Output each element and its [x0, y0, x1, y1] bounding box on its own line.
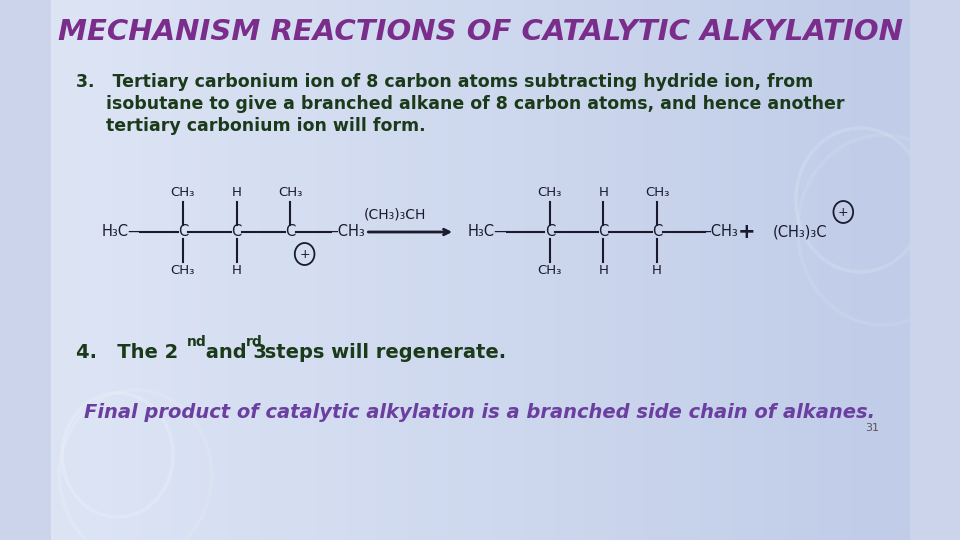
Text: H: H [598, 186, 609, 199]
Text: steps will regenerate.: steps will regenerate. [258, 342, 506, 361]
Text: rd: rd [246, 335, 262, 349]
Text: nd: nd [186, 335, 206, 349]
Text: (CH₃)₃C: (CH₃)₃C [773, 225, 828, 240]
Text: H₃C—: H₃C— [468, 225, 510, 240]
Text: 4.   The 2: 4. The 2 [76, 342, 178, 361]
Text: and 3: and 3 [199, 342, 267, 361]
Text: CH₃: CH₃ [538, 186, 562, 199]
Text: H₃C—: H₃C— [101, 225, 143, 240]
Text: 3.   Tertiary carbonium ion of 8 carbon atoms subtracting hydride ion, from: 3. Tertiary carbonium ion of 8 carbon at… [76, 73, 813, 91]
Text: CH₃: CH₃ [171, 265, 195, 278]
Text: (CH₃)₃CH: (CH₃)₃CH [364, 207, 426, 221]
Text: H: H [231, 265, 242, 278]
Text: CH₃: CH₃ [538, 265, 562, 278]
Text: MECHANISM REACTIONS OF CATALYTIC ALKYLATION: MECHANISM REACTIONS OF CATALYTIC ALKYLAT… [58, 18, 902, 46]
Text: C: C [598, 225, 609, 240]
Text: tertiary carbonium ion will form.: tertiary carbonium ion will form. [76, 117, 425, 135]
Text: H: H [598, 265, 609, 278]
Text: CH₃: CH₃ [171, 186, 195, 199]
Text: CH₃: CH₃ [645, 186, 669, 199]
Text: C: C [652, 225, 662, 240]
Text: +: + [838, 206, 849, 219]
Text: 31: 31 [865, 423, 879, 433]
Text: —CH₃: —CH₃ [696, 225, 738, 240]
Text: +: + [300, 247, 310, 260]
Text: +: + [738, 222, 756, 242]
Text: isobutane to give a branched alkane of 8 carbon atoms, and hence another: isobutane to give a branched alkane of 8… [76, 95, 844, 113]
Text: C: C [231, 225, 242, 240]
Text: CH₃: CH₃ [278, 186, 302, 199]
Text: Final product of catalytic alkylation is a branched side chain of alkanes.: Final product of catalytic alkylation is… [84, 402, 876, 422]
Text: C: C [178, 225, 188, 240]
Text: C: C [285, 225, 296, 240]
Text: —CH₃: —CH₃ [324, 225, 365, 240]
Text: H: H [231, 186, 242, 199]
Text: C: C [544, 225, 555, 240]
Text: H: H [652, 265, 662, 278]
